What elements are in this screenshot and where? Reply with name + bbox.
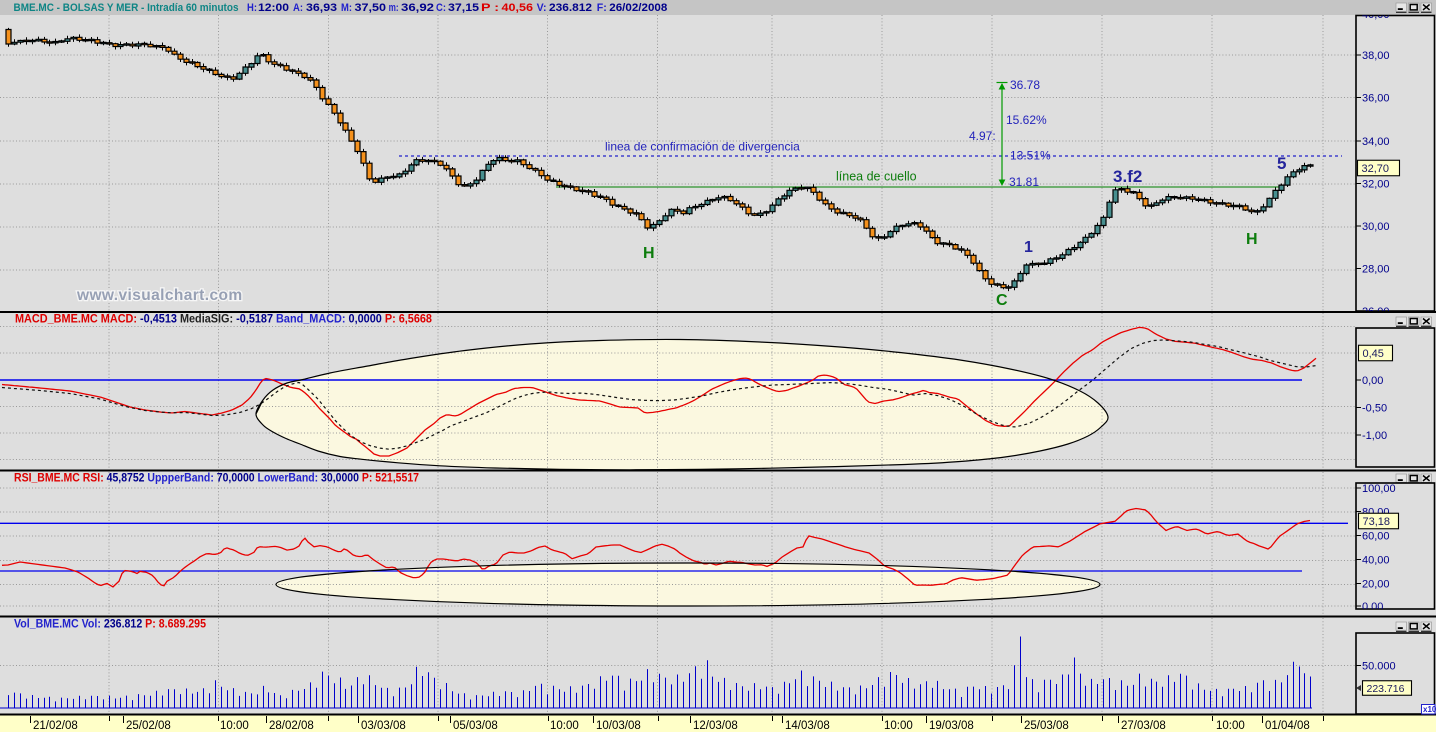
svg-text:0,00: 0,00 bbox=[1362, 601, 1383, 613]
svg-text:40,00: 40,00 bbox=[1362, 555, 1390, 567]
svg-text:-0,50: -0,50 bbox=[1362, 403, 1387, 415]
svg-text:www.visualchart.com: www.visualchart.com bbox=[76, 287, 243, 304]
svg-text:32,70: 32,70 bbox=[1362, 163, 1390, 175]
svg-text:H: H bbox=[643, 245, 655, 262]
svg-text:26/02/2008: 26/02/2008 bbox=[609, 2, 667, 14]
svg-text:50.000: 50.000 bbox=[1362, 661, 1396, 673]
svg-text:0,00: 0,00 bbox=[1362, 375, 1383, 387]
svg-text:3.f2: 3.f2 bbox=[1113, 167, 1142, 186]
svg-text:-1,00: -1,00 bbox=[1362, 430, 1387, 442]
svg-text:20,00: 20,00 bbox=[1362, 579, 1390, 591]
svg-text:MACD_BME.MC MACD: -0,4513 Me: MACD_BME.MC MACD: -0,4513 MediaSIG: -0,5… bbox=[15, 314, 433, 326]
svg-text:1: 1 bbox=[1024, 239, 1033, 256]
svg-text:27/03/08: 27/03/08 bbox=[1121, 720, 1166, 732]
svg-text:F:: F: bbox=[597, 2, 607, 14]
svg-text:x10: x10 bbox=[1423, 705, 1436, 714]
svg-text:M:: M: bbox=[341, 2, 352, 14]
svg-text:H: H bbox=[1246, 231, 1258, 248]
svg-text:03/03/08: 03/03/08 bbox=[361, 720, 406, 732]
svg-text:15.62%: 15.62% bbox=[1006, 113, 1047, 127]
svg-text:P :: P : bbox=[481, 2, 499, 14]
svg-text:21/02/08: 21/02/08 bbox=[33, 720, 78, 732]
svg-text:10:00: 10:00 bbox=[550, 720, 579, 732]
svg-text:m:: m: bbox=[389, 2, 399, 14]
svg-text:12:00: 12:00 bbox=[258, 2, 289, 14]
svg-text:10:00: 10:00 bbox=[884, 720, 913, 732]
svg-text:100,00: 100,00 bbox=[1362, 483, 1396, 495]
svg-text:37,15: 37,15 bbox=[448, 2, 479, 14]
svg-text:34,00: 34,00 bbox=[1362, 136, 1390, 148]
svg-text:236.812: 236.812 bbox=[549, 2, 592, 14]
svg-text:19/03/08: 19/03/08 bbox=[929, 720, 974, 732]
svg-text:linea de confirmación de diver: linea de confirmación de divergencia bbox=[605, 140, 800, 154]
svg-text:C:: C: bbox=[436, 2, 446, 14]
svg-text:38,00: 38,00 bbox=[1362, 50, 1390, 62]
svg-text:C: C bbox=[996, 292, 1008, 309]
svg-text:12/03/08: 12/03/08 bbox=[693, 720, 738, 732]
svg-text:32,00: 32,00 bbox=[1362, 179, 1390, 191]
svg-text:13.51%: 13.51% bbox=[1010, 149, 1051, 163]
svg-text:BME.MC - BOLSAS Y MER - Intrad: BME.MC - BOLSAS Y MER - Intradía 60 minu… bbox=[14, 2, 239, 14]
svg-text:14/03/08: 14/03/08 bbox=[785, 720, 830, 732]
svg-text:36,92: 36,92 bbox=[401, 2, 434, 14]
svg-text:37,50: 37,50 bbox=[355, 2, 387, 14]
svg-text:línea de cuello: línea de cuello bbox=[836, 170, 917, 184]
svg-text:10:00: 10:00 bbox=[1216, 720, 1245, 732]
svg-text:28/02/08: 28/02/08 bbox=[269, 720, 314, 732]
svg-text:36,93: 36,93 bbox=[306, 2, 337, 14]
svg-text:5: 5 bbox=[1277, 154, 1286, 173]
svg-text:40,56: 40,56 bbox=[502, 2, 534, 14]
svg-text:31.81: 31.81 bbox=[1009, 175, 1039, 189]
svg-text:05/03/08: 05/03/08 bbox=[453, 720, 498, 732]
svg-text:V:: V: bbox=[537, 2, 547, 14]
svg-text:25/02/08: 25/02/08 bbox=[126, 720, 171, 732]
svg-text:4.97:: 4.97: bbox=[969, 129, 996, 143]
svg-text:30,00: 30,00 bbox=[1362, 221, 1390, 233]
svg-text:60,00: 60,00 bbox=[1362, 531, 1390, 543]
svg-text:36,00: 36,00 bbox=[1362, 93, 1390, 105]
svg-text:RSI_BME.MC RSI: 45,8752 Uppp: RSI_BME.MC RSI: 45,8752 UppperBand: 70,0… bbox=[14, 473, 419, 485]
svg-text:223.716: 223.716 bbox=[1367, 683, 1405, 695]
svg-text:25/03/08: 25/03/08 bbox=[1024, 720, 1069, 732]
svg-text:36.78: 36.78 bbox=[1010, 78, 1040, 92]
svg-text:H:: H: bbox=[247, 2, 257, 14]
svg-text:28,00: 28,00 bbox=[1362, 264, 1390, 276]
svg-text:0,45: 0,45 bbox=[1363, 348, 1384, 360]
svg-text:40,00: 40,00 bbox=[1362, 9, 1390, 21]
svg-text:73,18: 73,18 bbox=[1363, 516, 1391, 528]
svg-text:www.visualchart.com: www.visualchart.com bbox=[76, 287, 243, 304]
svg-text:Vol_BME.MC Vol: 236.812 P: 8: Vol_BME.MC Vol: 236.812 P: 8.689.295 bbox=[14, 619, 207, 631]
svg-text:10/03/08: 10/03/08 bbox=[596, 720, 641, 732]
svg-text:A:: A: bbox=[293, 2, 303, 14]
svg-text:26,00: 26,00 bbox=[1362, 306, 1390, 318]
svg-text:01/04/08: 01/04/08 bbox=[1265, 720, 1310, 732]
svg-text:10:00: 10:00 bbox=[220, 720, 249, 732]
